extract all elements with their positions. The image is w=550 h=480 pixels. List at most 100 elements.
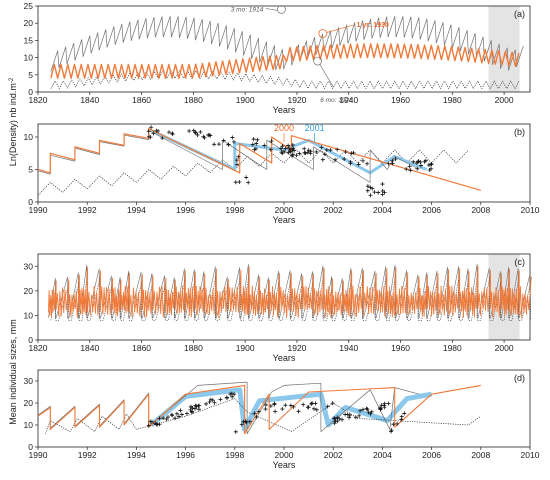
y-tick-label: 0 (28, 442, 33, 452)
annotation-2001: 2001 (305, 123, 325, 133)
data-point (247, 419, 252, 424)
data-point (296, 409, 301, 414)
data-point (194, 404, 199, 409)
data-point (146, 423, 151, 428)
x-tick-label: 1900 (236, 343, 255, 353)
data-point (376, 190, 381, 195)
data-point (349, 151, 354, 156)
data-point (170, 131, 175, 136)
data-point (290, 147, 295, 152)
data-point (230, 135, 235, 140)
data-point (332, 416, 337, 421)
data-point (231, 139, 236, 144)
data-point (212, 142, 217, 147)
shaded-interval (488, 6, 520, 92)
data-point (174, 411, 179, 416)
x-tick-label: 2002 (324, 205, 343, 215)
data-point (279, 150, 284, 155)
data-point (411, 159, 416, 164)
data-point (324, 147, 329, 152)
annotation-1yr: 1 yr: 1930 (357, 22, 389, 29)
x-tick-label: 1960 (391, 95, 410, 105)
data-point (427, 168, 432, 173)
data-point (314, 407, 319, 412)
data-point (347, 415, 352, 420)
data-point (305, 150, 310, 155)
y-tick-label: 10 (24, 420, 34, 430)
x-tick-label: 1998 (225, 205, 244, 215)
x-tick-label: 1880 (184, 343, 203, 353)
x-tick-label: 1880 (184, 95, 203, 105)
data-point (351, 150, 356, 155)
y-tick-label: 20 (24, 18, 34, 28)
series-dotted (50, 273, 531, 321)
x-tick-label: 1990 (29, 450, 48, 460)
data-point (360, 158, 365, 163)
panel-c: 1820 1840 1860 1880 1900 1920 1940 1960 1980 2000… (24, 253, 532, 363)
y-tick-label: 0 (28, 335, 33, 345)
annotation-leader (265, 8, 278, 11)
data-point (255, 137, 260, 142)
data-point (288, 403, 293, 408)
data-point (206, 133, 211, 138)
x-tick-label: 1920 (287, 95, 306, 105)
x-tick-label: 1990 (29, 205, 48, 215)
panel-label: (a) (514, 9, 525, 19)
x-tick-label: 2006 (422, 450, 441, 460)
data-point (418, 163, 423, 168)
data-point (250, 142, 255, 147)
data-point (179, 412, 184, 417)
panel-label: (c) (515, 257, 526, 267)
x-tick-label: 2000 (275, 205, 294, 215)
data-point (320, 157, 325, 162)
data-point (343, 150, 348, 155)
series-orange (37, 128, 481, 191)
y-tick-label: 10 (24, 132, 34, 142)
data-point (335, 147, 340, 152)
data-point (313, 401, 318, 406)
data-point (391, 422, 396, 427)
data-point (216, 142, 221, 147)
data-point (353, 415, 358, 420)
data-point (386, 401, 391, 406)
data-point (151, 131, 156, 136)
y-tick-label: 0 (28, 87, 33, 97)
x-axis-label: Years (273, 460, 296, 470)
data-point (262, 143, 267, 148)
series-orange (47, 265, 532, 319)
data-point (153, 421, 158, 426)
data-point (286, 143, 291, 148)
data-point (202, 135, 207, 140)
y-axis-label-size: Mean individual sizes, mm (8, 319, 18, 425)
data-point (382, 190, 387, 195)
data-point (369, 409, 374, 414)
data-point (263, 402, 268, 407)
data-point (357, 413, 362, 418)
x-tick-label: 1996 (176, 450, 195, 460)
data-point (364, 406, 369, 411)
data-point (325, 404, 330, 409)
data-point (204, 401, 209, 406)
data-point (280, 144, 285, 149)
series-blue-band (150, 129, 428, 175)
data-point (164, 417, 169, 422)
y-tick-label: 5 (28, 70, 33, 80)
x-tick-label: 2010 (521, 450, 540, 460)
data-point (308, 151, 313, 156)
data-point (193, 130, 198, 135)
data-point (252, 147, 257, 152)
x-axis-label: Years (273, 215, 296, 225)
data-point (157, 416, 162, 421)
data-point (297, 151, 302, 156)
x-tick-label: 2004 (373, 450, 392, 460)
y-tick-label: 20 (24, 286, 34, 296)
x-tick-label: 1820 (29, 343, 48, 353)
data-point (252, 411, 257, 416)
data-point (244, 420, 249, 425)
data-point (198, 129, 203, 134)
x-tick-label: 1992 (78, 205, 97, 215)
data-point (399, 414, 404, 419)
data-point (154, 128, 159, 133)
data-point (207, 400, 212, 405)
data-point (393, 157, 398, 162)
